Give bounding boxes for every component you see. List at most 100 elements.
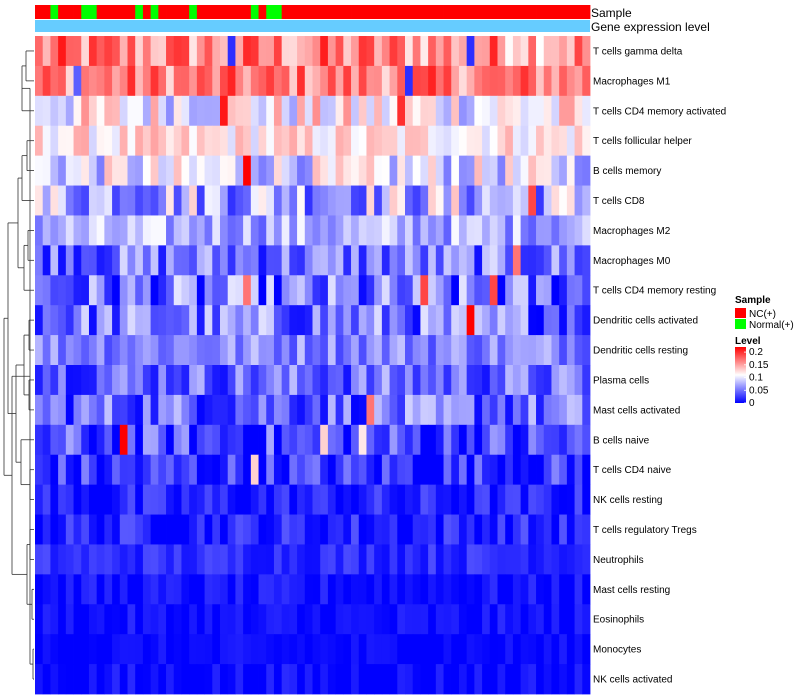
heatmap-cell [536,215,545,246]
heatmap-cell [420,424,429,456]
heatmap-cell [196,155,205,186]
heatmap-cell [65,604,74,635]
heatmap-cell [104,125,113,157]
heatmap-cell [358,604,367,635]
heatmap-cell [505,36,514,67]
heatmap-cell [88,245,98,276]
heatmap-cell [497,604,506,635]
heatmap-cell [435,574,444,605]
heatmap-cell [235,185,244,216]
heatmap-cell [582,424,591,456]
heatmap-cell [166,65,175,97]
heatmap-cell [65,424,74,456]
heatmap-cell [104,664,113,695]
heatmap-cell [304,305,313,336]
heatmap-cell [474,484,483,515]
heatmap-cell [243,604,252,635]
heatmap-cell [551,365,560,396]
sample-annotation-cell [536,5,545,19]
heatmap-cell [58,664,67,695]
heatmap-cell [343,65,352,97]
heatmap-cell [273,335,283,366]
heatmap-cell [250,604,259,635]
heatmap-cell [81,574,90,605]
heatmap-cell [520,215,529,246]
heatmap-cell [250,95,259,127]
heatmap-cell [358,394,367,426]
sample-annotation-cell [505,5,514,19]
heatmap-cell [150,394,159,426]
heatmap-cell [189,664,198,695]
heatmap-cell [489,125,498,157]
heatmap-cell [88,484,98,515]
heatmap-cell [189,514,198,545]
row-label: Dendritic cells resting [593,346,688,357]
heatmap-cell [266,365,275,396]
heatmap-cell [366,95,375,127]
heatmap-cell [135,155,144,186]
heatmap-cell [112,604,121,635]
heatmap-cell [127,275,136,306]
heatmap-cell [574,245,583,276]
heatmap-cell [96,245,105,276]
heatmap-cell [366,275,375,306]
heatmap-cell [320,604,329,635]
heatmap-cell [574,36,583,67]
heatmap-cell [273,65,283,97]
heatmap-cell [81,424,90,456]
heatmap-cell [435,95,444,127]
heatmap-cell [181,454,190,486]
heatmap-cell [466,95,475,127]
heatmap-cell [127,514,136,545]
heatmap-cell [536,335,545,366]
row-label: Macrophages M0 [593,256,671,267]
heatmap-cell [536,544,545,575]
heatmap-cell [304,36,313,67]
heatmap-cell [220,514,229,545]
heatmap-cell [220,95,229,127]
heatmap-cell [189,484,198,515]
heatmap-cell [412,95,421,127]
heatmap-cell [358,574,367,605]
heatmap-cell [212,125,221,157]
annotation-label-sample: Sample [591,6,632,20]
heatmap-cell [227,484,236,515]
heatmap-cell [42,335,51,366]
heatmap-cell [73,394,82,426]
heatmap-cell [96,634,105,665]
heatmap-cell [320,155,329,186]
sample-annotation-cell [42,5,51,19]
heatmap-cell [435,454,444,486]
heatmap-cell [335,215,344,246]
heatmap-cell [358,95,367,127]
sample-annotation-cell [196,5,205,19]
heatmap-cell [327,394,337,426]
heatmap-cell [220,185,229,216]
row-label: NK cells resting [593,495,662,506]
heatmap-cell [482,514,491,545]
heatmap-cell [50,514,59,545]
heatmap-cell [428,664,437,695]
heatmap-cell [266,394,275,426]
heatmap-cell [235,394,244,426]
heatmap-cell [258,664,267,695]
heatmap-cell [258,36,267,67]
heatmap-cell [281,514,290,545]
heatmap-cell [405,125,414,157]
sample-annotation-cell [351,5,360,19]
heatmap-cell [512,155,522,186]
heatmap-cell [304,365,313,396]
heatmap-cell [343,394,352,426]
heatmap-cell [227,155,236,186]
heatmap-cell [158,275,167,306]
sample-annotation-cell [335,5,344,19]
heatmap-cell [281,574,290,605]
heatmap-cell [582,335,591,366]
heatmap-cell [505,335,514,366]
heatmap-cell [536,275,545,306]
heatmap-cell [505,155,514,186]
heatmap-cell [335,65,344,97]
heatmap-cell [451,604,460,635]
heatmap-cell [220,604,229,635]
